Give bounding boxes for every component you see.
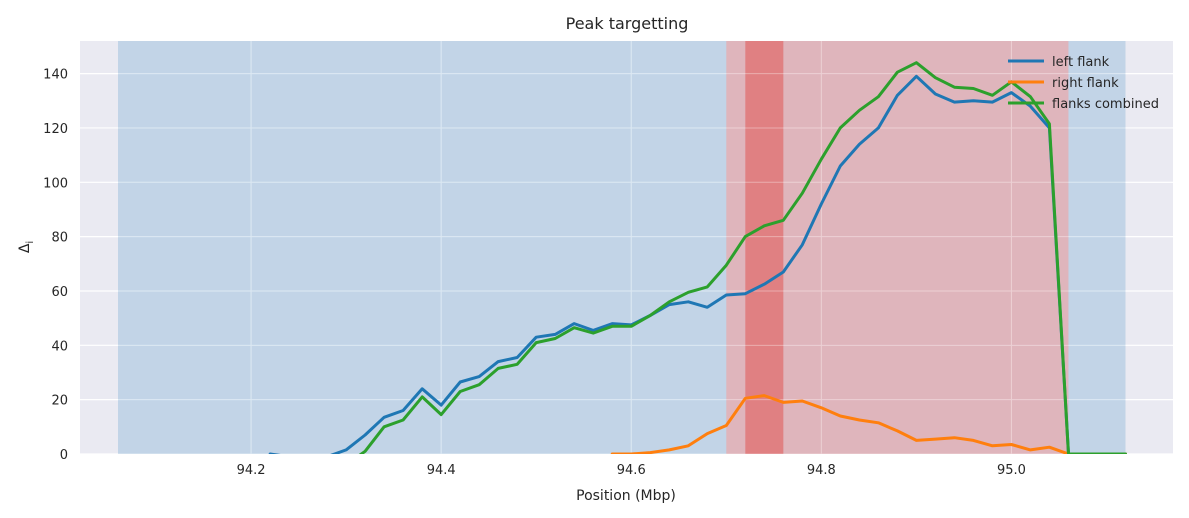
x-axis-label: Position (Mbp) (576, 488, 676, 504)
x-tick-label: 94.8 (807, 463, 836, 478)
series-line-right-flank (610, 394, 1127, 454)
y-axis-label: Δi (17, 241, 36, 253)
y-tick-label: 100 (43, 176, 68, 191)
series-line-left-flank (268, 74, 1127, 454)
legend-label: right flank (1052, 76, 1119, 91)
y-axis-label-main: Δ (17, 243, 33, 253)
legend-label: left flank (1052, 55, 1110, 70)
y-tick-label: 80 (51, 231, 68, 246)
series-line-flanks-combined (358, 61, 1127, 454)
y-tick-label: 40 (51, 339, 68, 354)
y-tick-label: 0 (60, 448, 68, 463)
grid-overlay (80, 41, 1173, 455)
chart-title: Peak targetting (566, 14, 689, 33)
shaded-region-3 (745, 41, 784, 454)
y-tick-label: 140 (43, 68, 68, 83)
y-axis-label-group: Δi (17, 241, 36, 253)
plot-area: 94.2 94.4 94.6 94.8 95.0 0 20 40 60 80 100 120 140 (43, 41, 1173, 478)
x-tick-label: 94.2 (237, 463, 266, 478)
y-tick-label: 60 (51, 285, 68, 300)
x-tick-label: 95.0 (997, 463, 1026, 478)
x-tick-label: 94.6 (617, 463, 646, 478)
legend: left flank right flank flanks combined (1008, 55, 1159, 112)
legend-label: flanks combined (1052, 97, 1159, 112)
y-tick-label: 20 (51, 394, 68, 409)
x-tick-label: 94.4 (427, 463, 456, 478)
y-axis-label-subscript: i (25, 241, 36, 244)
series-lines (268, 61, 1127, 454)
y-tick-label: 120 (43, 122, 68, 137)
shaded-regions (118, 41, 1126, 454)
